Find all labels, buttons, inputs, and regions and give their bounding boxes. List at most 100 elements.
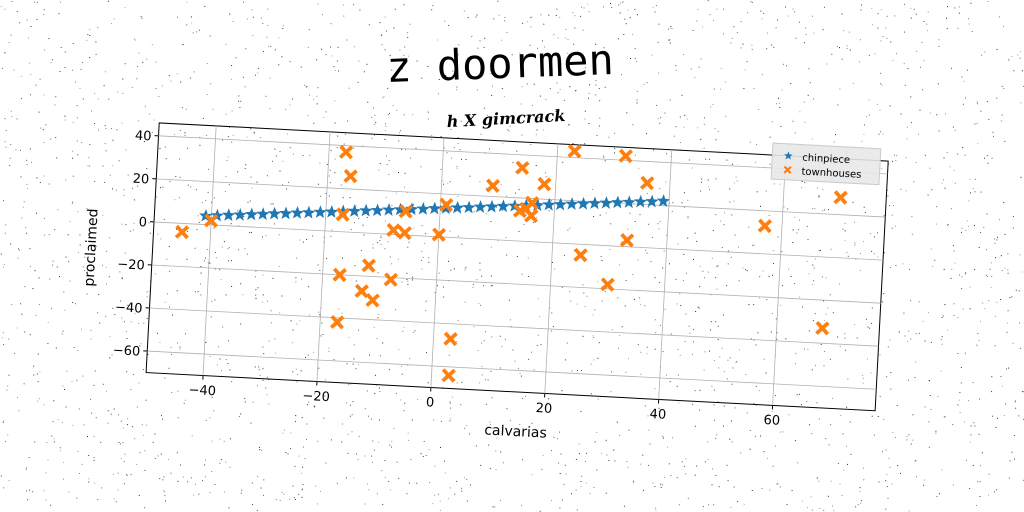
noise-dot <box>345 477 347 479</box>
noise-dot <box>525 115 527 117</box>
noise-dot <box>585 482 587 484</box>
x-tick-label: 0 <box>426 395 435 410</box>
noise-dot <box>781 251 783 253</box>
noise-dot <box>91 110 92 112</box>
noise-dot <box>26 163 28 165</box>
noise-dot <box>997 236 998 238</box>
noise-dot <box>470 484 471 486</box>
noise-dot <box>675 69 677 71</box>
noise-dot <box>761 18 763 20</box>
noise-dot <box>1003 26 1005 28</box>
noise-dot <box>1021 271 1023 273</box>
noise-dot <box>298 493 300 495</box>
noise-dot <box>434 465 436 467</box>
noise-dot <box>565 37 567 39</box>
noise-dot <box>889 105 891 107</box>
noise-dot <box>806 401 808 403</box>
noise-dot <box>539 316 541 318</box>
noise-dot <box>720 88 721 90</box>
noise-dot <box>95 53 97 55</box>
noise-dot <box>734 182 736 184</box>
noise-dot <box>64 119 66 121</box>
noise-dot <box>669 39 671 41</box>
noise-dot <box>1021 70 1023 72</box>
noise-dot <box>64 309 66 311</box>
data-point-townhouses <box>174 224 190 240</box>
noise-dot <box>349 197 351 198</box>
noise-dot <box>263 353 265 355</box>
noise-dot <box>262 346 264 348</box>
noise-dot <box>382 97 384 99</box>
noise-dot <box>785 338 787 340</box>
noise-dot <box>450 407 451 409</box>
noise-dot <box>690 68 692 70</box>
noise-dot <box>758 109 760 110</box>
noise-dot <box>283 25 285 27</box>
noise-dot <box>826 63 828 65</box>
noise-dot <box>358 435 360 437</box>
noise-dot <box>994 491 995 493</box>
data-point-chinpiece <box>347 204 362 218</box>
noise-dot <box>164 301 166 303</box>
noise-dot <box>994 345 996 347</box>
noise-dot <box>775 395 777 397</box>
noise-dot <box>322 14 323 16</box>
data-point-chinpiece <box>370 203 385 217</box>
noise-dot <box>144 469 146 471</box>
noise-dot <box>895 265 897 266</box>
noise-dot <box>859 491 861 493</box>
noise-dot <box>239 107 241 108</box>
noise-dot <box>456 341 458 342</box>
y-tick-label: −40 <box>115 300 143 316</box>
noise-dot <box>548 14 550 16</box>
noise-dot <box>986 213 988 215</box>
noise-dot <box>114 314 116 316</box>
noise-dot <box>702 506 704 508</box>
noise-dot <box>512 162 514 163</box>
noise-dot <box>636 91 638 92</box>
noise-dot <box>463 10 465 12</box>
noise-dot <box>9 157 11 159</box>
data-point-chinpiece <box>622 195 636 209</box>
noise-dot <box>384 138 386 140</box>
noise-dot <box>794 132 796 134</box>
noise-dot <box>388 160 390 162</box>
noise-dot <box>215 252 217 253</box>
noise-dot <box>391 441 393 443</box>
noise-dot <box>553 34 555 36</box>
noise-dot <box>755 344 757 346</box>
noise-dot <box>197 291 199 293</box>
noise-dot <box>375 122 377 124</box>
noise-dot <box>723 425 724 427</box>
noise-dot <box>155 88 157 90</box>
noise-dot <box>794 11 796 13</box>
noise-dot <box>153 119 155 121</box>
noise-dot <box>662 484 664 486</box>
noise-dot <box>268 45 270 47</box>
noise-dot <box>880 83 882 85</box>
noise-dot <box>1018 290 1020 292</box>
noise-dot <box>914 376 916 378</box>
noise-dot <box>55 96 57 98</box>
noise-dot <box>163 476 165 478</box>
noise-dot <box>284 429 285 431</box>
noise-dot <box>76 379 78 381</box>
noise-dot <box>460 487 462 489</box>
noise-dot <box>68 261 70 263</box>
noise-dot <box>610 223 612 225</box>
noise-dot <box>288 181 289 183</box>
noise-dot <box>847 378 849 380</box>
data-point-townhouses <box>600 277 615 292</box>
noise-dot <box>930 409 932 410</box>
noise-dot <box>742 267 744 269</box>
noise-dot <box>20 75 22 77</box>
noise-dot <box>683 54 685 56</box>
noise-dot <box>179 346 181 348</box>
noise-dot <box>23 383 25 385</box>
noise-dot <box>626 112 628 114</box>
noise-dot <box>123 321 125 323</box>
noise-dot <box>194 247 196 249</box>
noise-dot <box>26 490 27 492</box>
noise-dot <box>879 354 881 356</box>
noise-dot <box>991 157 993 159</box>
